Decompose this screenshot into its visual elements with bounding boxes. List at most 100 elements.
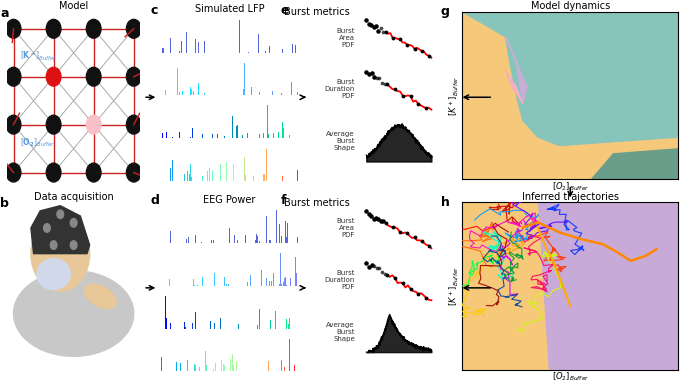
- Bar: [267, 105, 269, 138]
- Bar: [281, 284, 282, 286]
- Bar: [195, 312, 196, 329]
- Text: Burst metrics: Burst metrics: [284, 198, 350, 208]
- Bar: [247, 133, 248, 138]
- Bar: [192, 128, 193, 138]
- Bar: [282, 49, 283, 53]
- Bar: [261, 270, 262, 286]
- Bar: [237, 240, 238, 243]
- Bar: [188, 237, 189, 243]
- Point: [364, 263, 375, 270]
- Y-axis label: $[K^+]_{Buffer}$: $[K^+]_{Buffer}$: [448, 75, 461, 116]
- Circle shape: [47, 67, 61, 86]
- Bar: [195, 235, 196, 243]
- Text: b: b: [0, 197, 9, 210]
- Text: Average
Burst
Shape: Average Burst Shape: [326, 131, 355, 151]
- Bar: [204, 40, 206, 53]
- Bar: [197, 285, 198, 286]
- Polygon shape: [506, 37, 527, 104]
- Bar: [206, 365, 207, 371]
- Circle shape: [127, 163, 141, 182]
- Point: [382, 81, 393, 88]
- Polygon shape: [31, 206, 90, 254]
- Text: a: a: [0, 7, 9, 19]
- Text: Burst
Duration
PDF: Burst Duration PDF: [325, 79, 355, 100]
- Point: [374, 75, 385, 81]
- Title: Simulated LFP: Simulated LFP: [195, 4, 264, 14]
- Point: [364, 71, 375, 77]
- Bar: [280, 253, 281, 286]
- Bar: [190, 177, 192, 181]
- Circle shape: [6, 67, 21, 86]
- Point: [373, 28, 384, 34]
- Bar: [259, 241, 260, 243]
- Bar: [296, 273, 297, 286]
- Circle shape: [71, 219, 77, 227]
- Circle shape: [50, 241, 57, 249]
- Circle shape: [47, 115, 61, 134]
- Bar: [288, 324, 289, 329]
- Bar: [201, 134, 203, 138]
- Bar: [184, 322, 185, 329]
- Circle shape: [6, 19, 21, 38]
- Bar: [292, 44, 293, 53]
- Point: [395, 35, 406, 42]
- Point: [366, 262, 377, 268]
- Bar: [281, 360, 282, 371]
- Circle shape: [31, 216, 90, 291]
- Bar: [166, 317, 167, 329]
- Point: [377, 218, 388, 224]
- Point: [382, 272, 393, 278]
- Bar: [285, 277, 286, 286]
- Bar: [291, 82, 292, 95]
- Point: [380, 219, 391, 226]
- Bar: [233, 164, 234, 181]
- Point: [374, 265, 385, 271]
- Point: [361, 259, 372, 266]
- Point: [363, 21, 374, 27]
- Bar: [281, 93, 282, 95]
- Point: [371, 215, 382, 221]
- Bar: [226, 162, 227, 181]
- Bar: [185, 327, 186, 329]
- Bar: [215, 363, 216, 371]
- Bar: [238, 324, 239, 329]
- Bar: [198, 84, 199, 95]
- Point: [416, 238, 427, 244]
- Bar: [217, 134, 218, 138]
- Bar: [186, 239, 187, 243]
- Circle shape: [71, 241, 77, 249]
- Bar: [245, 175, 247, 181]
- Bar: [275, 210, 277, 243]
- Bar: [263, 133, 264, 138]
- Bar: [284, 278, 285, 286]
- Bar: [182, 91, 184, 95]
- Title: EEG Power: EEG Power: [203, 194, 256, 205]
- Point: [368, 24, 379, 30]
- Point: [366, 213, 377, 219]
- Point: [413, 101, 424, 107]
- Bar: [163, 48, 164, 53]
- Bar: [269, 46, 270, 53]
- Bar: [284, 367, 285, 371]
- Point: [361, 69, 372, 75]
- Bar: [228, 284, 229, 286]
- Bar: [214, 323, 215, 329]
- Point: [405, 93, 416, 99]
- Bar: [189, 174, 190, 181]
- Text: $[\mathbf{O_2}]_{Buffer}$: $[\mathbf{O_2}]_{Buffer}$: [21, 136, 55, 149]
- Bar: [295, 257, 296, 286]
- Bar: [210, 321, 211, 329]
- Text: g: g: [441, 5, 449, 18]
- Bar: [279, 284, 280, 286]
- Title: Model: Model: [59, 1, 88, 11]
- Point: [405, 286, 416, 292]
- Bar: [233, 364, 234, 371]
- Bar: [289, 339, 290, 371]
- Bar: [162, 48, 163, 53]
- Circle shape: [127, 19, 141, 38]
- Bar: [229, 228, 230, 243]
- Circle shape: [127, 67, 141, 86]
- Point: [377, 80, 388, 86]
- Point: [379, 271, 390, 277]
- Bar: [285, 221, 286, 243]
